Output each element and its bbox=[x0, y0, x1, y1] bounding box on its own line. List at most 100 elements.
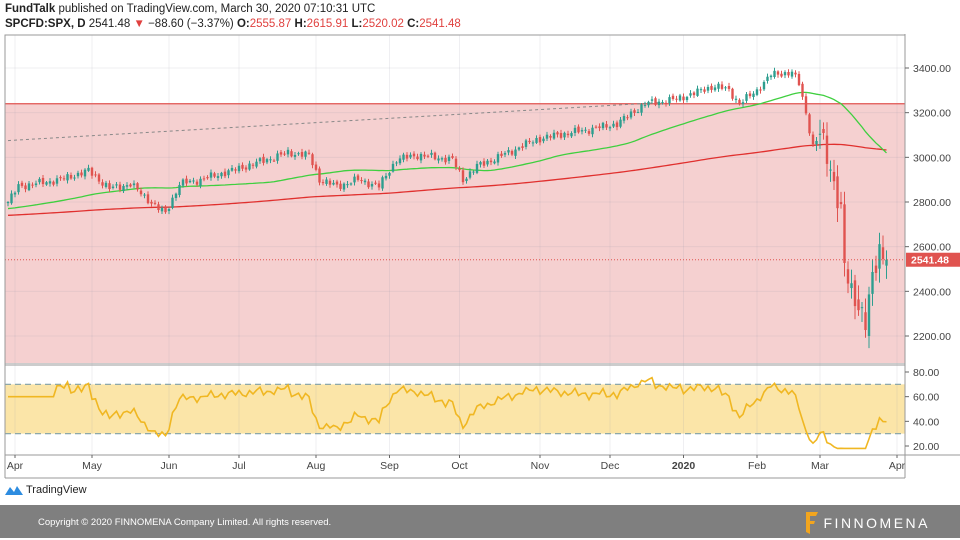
candle bbox=[622, 116, 626, 121]
candle bbox=[332, 182, 335, 185]
candle bbox=[377, 183, 381, 188]
price-chart[interactable]: 3400.00 3200.00 3000.00 2800.00 2600.00 2400.… bbox=[0, 34, 960, 479]
candle bbox=[227, 170, 230, 176]
candle bbox=[248, 163, 251, 170]
candle bbox=[199, 178, 202, 186]
candle bbox=[573, 127, 577, 133]
candle bbox=[598, 126, 601, 129]
candle bbox=[857, 299, 860, 311]
candle bbox=[395, 162, 398, 164]
high-value: 2615.91 bbox=[306, 18, 349, 30]
candle bbox=[412, 153, 416, 157]
candle bbox=[388, 172, 391, 176]
candle bbox=[283, 153, 286, 155]
resistance-zone bbox=[5, 103, 905, 363]
candle bbox=[472, 171, 475, 173]
candle bbox=[325, 179, 328, 184]
candle bbox=[391, 163, 395, 172]
candle bbox=[524, 140, 528, 147]
candle bbox=[83, 169, 87, 177]
candle bbox=[696, 88, 699, 96]
price-tick-label: 3200.00 bbox=[913, 108, 951, 120]
candle bbox=[633, 110, 636, 113]
candle bbox=[542, 138, 545, 142]
publish-info: FundTalk published on TradingView.com, M… bbox=[5, 3, 375, 15]
candle bbox=[671, 95, 675, 100]
close-value: 2541.48 bbox=[419, 18, 461, 30]
candle bbox=[209, 172, 213, 178]
candle bbox=[300, 151, 304, 157]
candle bbox=[178, 184, 181, 196]
price-tick-label: 3400.00 bbox=[913, 63, 951, 75]
candle bbox=[276, 153, 279, 161]
candle bbox=[713, 87, 717, 91]
candle bbox=[636, 112, 640, 114]
last-price-label: 2541.48 bbox=[911, 255, 949, 267]
candle bbox=[346, 184, 349, 186]
candle bbox=[405, 154, 409, 159]
time-tick-label: 2020 bbox=[672, 460, 696, 472]
candle bbox=[318, 168, 321, 183]
copyright-text: Copyright © 2020 FINNOMENA Company Limit… bbox=[38, 517, 332, 528]
rsi-tick-label: 80.00 bbox=[913, 367, 939, 379]
publisher-name: FundTalk bbox=[5, 3, 56, 15]
tradingview-icon bbox=[5, 485, 23, 495]
candle bbox=[591, 127, 594, 135]
candle bbox=[384, 175, 388, 179]
candle bbox=[535, 137, 538, 143]
candle bbox=[482, 161, 486, 166]
finnomena-logo: FINNOMENA bbox=[805, 512, 931, 534]
candle bbox=[815, 140, 818, 145]
candle bbox=[447, 156, 451, 161]
candle bbox=[132, 183, 136, 186]
candle bbox=[521, 146, 524, 148]
candle bbox=[479, 162, 482, 165]
candle bbox=[752, 93, 755, 97]
candle bbox=[654, 98, 657, 105]
candle bbox=[363, 180, 367, 183]
candle bbox=[433, 152, 437, 160]
candle bbox=[416, 156, 419, 160]
candle bbox=[549, 135, 552, 138]
candle bbox=[360, 180, 363, 182]
candle bbox=[339, 183, 342, 189]
candle bbox=[356, 175, 360, 180]
candle bbox=[741, 102, 745, 105]
candle bbox=[496, 154, 500, 163]
candle bbox=[398, 158, 402, 164]
candle bbox=[731, 88, 734, 99]
candle bbox=[601, 122, 605, 129]
time-tick-label: Dec bbox=[601, 460, 620, 472]
candle bbox=[682, 96, 685, 101]
candle bbox=[710, 85, 713, 90]
candle bbox=[153, 202, 157, 204]
candle bbox=[836, 176, 839, 209]
candle bbox=[762, 81, 766, 90]
candle bbox=[437, 158, 440, 161]
candle bbox=[853, 280, 857, 307]
candle bbox=[31, 184, 34, 186]
candle bbox=[647, 101, 650, 106]
candle bbox=[349, 183, 353, 185]
price-tick-label: 2200.00 bbox=[913, 331, 951, 343]
candle bbox=[62, 178, 66, 180]
close-label: C: bbox=[407, 18, 420, 30]
candle bbox=[759, 89, 762, 91]
candle bbox=[402, 154, 405, 160]
high-label: H: bbox=[294, 18, 307, 30]
candle bbox=[101, 182, 104, 186]
candle bbox=[234, 169, 237, 171]
time-tick-label: Oct bbox=[451, 460, 467, 472]
candle bbox=[279, 152, 283, 155]
candle bbox=[34, 183, 38, 186]
time-tick-label: Jul bbox=[232, 460, 245, 472]
candle bbox=[500, 153, 503, 156]
candle bbox=[804, 96, 808, 114]
candle bbox=[143, 194, 146, 196]
candle bbox=[650, 99, 654, 101]
candle bbox=[717, 83, 720, 89]
candle bbox=[223, 171, 227, 177]
candle bbox=[451, 156, 454, 158]
tradingview-label: TradingView bbox=[26, 484, 87, 496]
candle bbox=[587, 131, 591, 134]
